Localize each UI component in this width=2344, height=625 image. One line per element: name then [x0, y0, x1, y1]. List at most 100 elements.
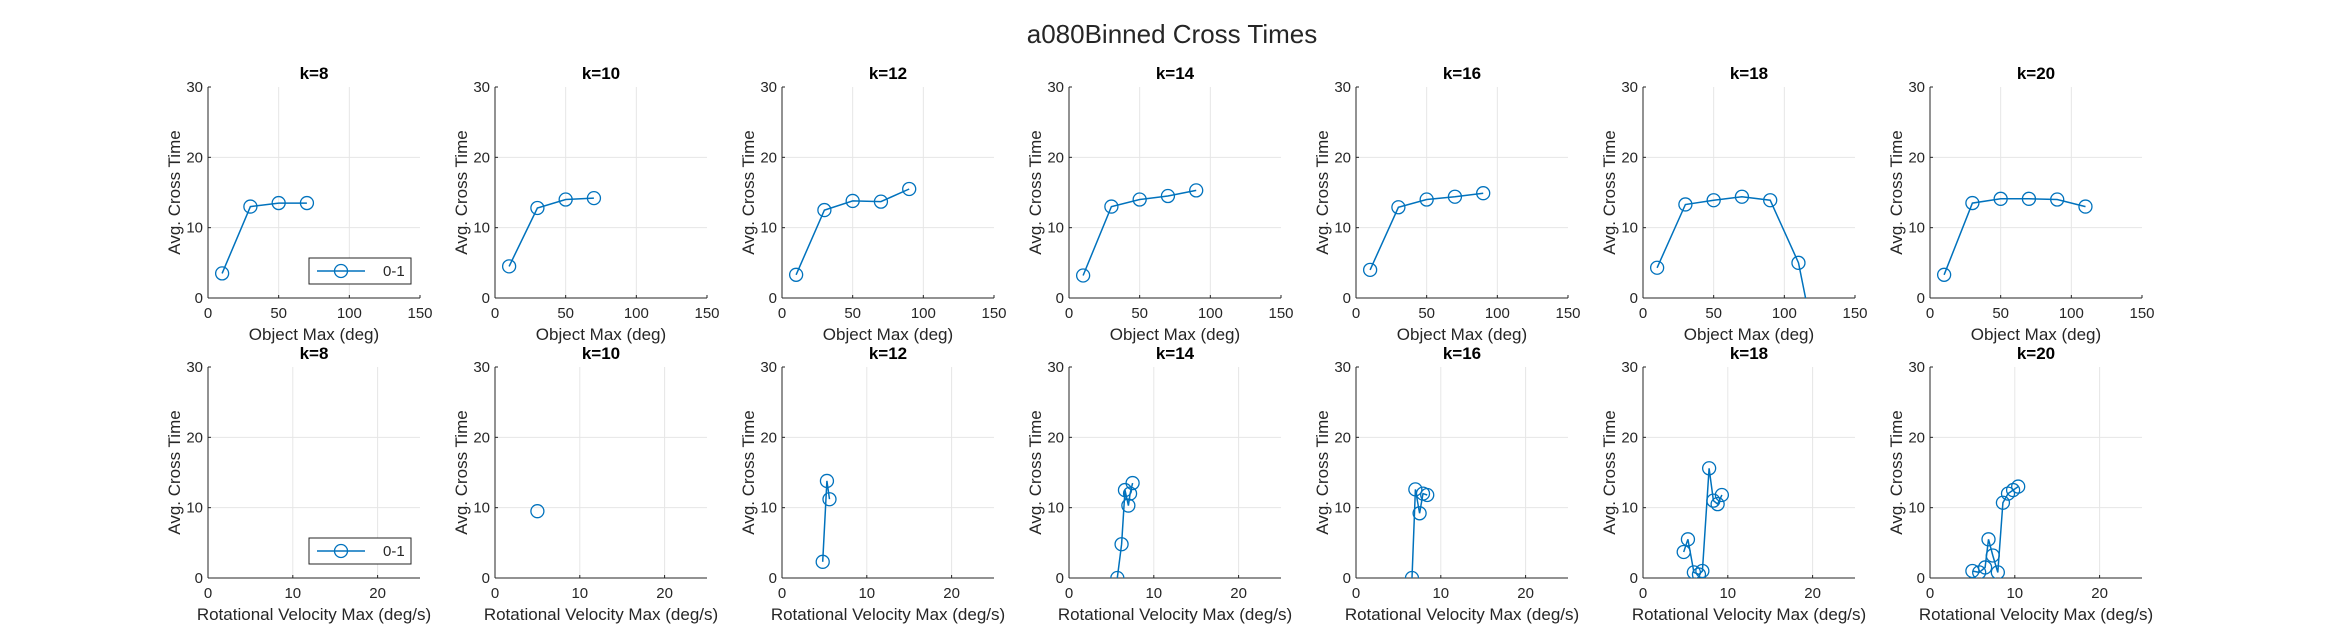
y-tick-label: 20: [1334, 149, 1351, 166]
subplot-object-k8: 0 50 100 150 0 10 20 30 Object Max (deg) Avg. Cro…: [165, 64, 433, 344]
data-point: [1763, 193, 1778, 208]
y-tick-label: 30: [186, 359, 203, 376]
subplot-title: k=14: [1156, 64, 1195, 83]
subplot-rotational-k20: 0 10 20 0 10 20 30 Rotational Velocity Max (deg…: [1887, 344, 2153, 624]
x-tick-label: 0: [1639, 305, 1647, 322]
data-point: [1680, 532, 1696, 547]
x-tick-label: 0: [1065, 305, 1073, 322]
x-tick-label: 100: [1772, 305, 1797, 322]
data-point: [1420, 487, 1435, 503]
x-tick-label: 50: [1418, 305, 1435, 322]
data-point: [1678, 197, 1693, 212]
y-tick-label: 0: [1630, 570, 1638, 587]
series-line: [1369, 192, 1484, 271]
x-axis-label: Rotational Velocity Max (deg/s): [1058, 605, 1292, 624]
subplot-title: k=12: [869, 344, 907, 363]
data-point: [1714, 487, 1730, 503]
y-tick-label: 30: [760, 359, 777, 376]
y-tick-label: 0: [1917, 290, 1925, 307]
data-point: [1412, 506, 1427, 521]
y-tick-label: 0: [1343, 290, 1351, 307]
x-tick-label: 10: [1432, 585, 1449, 602]
data-point: [1189, 183, 1204, 198]
data-point: [1391, 200, 1406, 215]
y-tick-label: 0: [482, 570, 490, 587]
y-axis-label: Avg. Cross Time: [165, 130, 184, 254]
x-tick-label: 150: [2129, 305, 2154, 322]
x-tick-label: 0: [204, 305, 212, 322]
x-axis-label: Object Max (deg): [249, 325, 379, 344]
subplot-rotational-k18: 0 10 20 0 10 20 30 Rotational Velocity Max (deg…: [1600, 344, 1866, 624]
subplot-object-k12: 0 50 100 150 0 10 20 30 Object Max (deg) Avg. Cro…: [739, 64, 1007, 344]
data-point: [1649, 260, 1665, 275]
data-point: [788, 267, 804, 282]
data-point: [1791, 255, 1806, 270]
series-line: [1411, 489, 1428, 578]
y-tick-label: 20: [1908, 149, 1925, 166]
x-tick-label: 20: [1804, 585, 1821, 602]
data-point: [2078, 199, 2093, 214]
series-line: [508, 197, 594, 267]
data-point: [1676, 544, 1691, 560]
subplot-object-k20: 0 50 100 150 0 10 20 30 Object Max (deg) Avg. Cro…: [1887, 64, 2155, 344]
subplot-rotational-k8: 0 10 20 0 10 20 30 Rotational Velocity Max (deg…: [165, 344, 431, 624]
y-tick-label: 0: [1917, 570, 1925, 587]
x-tick-label: 0: [1065, 585, 1073, 602]
series-group: [1936, 191, 2093, 282]
y-tick-label: 10: [1908, 500, 1925, 517]
y-axis-label: Avg. Cross Time: [739, 410, 758, 534]
series-group: [1362, 186, 1491, 278]
y-tick-label: 0: [769, 290, 777, 307]
y-tick-label: 30: [1334, 359, 1351, 376]
y-tick-label: 20: [760, 149, 777, 166]
x-axis-label: Object Max (deg): [1110, 325, 1240, 344]
data-point: [902, 181, 917, 197]
legend: 0-1: [308, 537, 412, 565]
x-axis-label: Rotational Velocity Max (deg/s): [1345, 605, 1579, 624]
y-tick-label: 10: [1334, 220, 1351, 237]
y-tick-label: 10: [1047, 500, 1064, 517]
series-group: [788, 181, 917, 282]
y-tick-label: 20: [473, 149, 490, 166]
series-line: [1656, 195, 1807, 298]
data-point: [271, 195, 286, 211]
x-tick-label: 10: [1719, 585, 1736, 602]
legend-marker: [333, 263, 349, 279]
data-point: [1075, 268, 1091, 283]
data-point: [1121, 498, 1136, 513]
subplot-object-k16: 0 50 100 150 0 10 20 30 Object Max (deg) Avg. Cro…: [1313, 64, 1581, 344]
plot-area: [1930, 87, 2142, 298]
y-tick-label: 20: [186, 149, 203, 166]
data-point: [558, 192, 573, 207]
y-tick-label: 10: [760, 500, 777, 517]
data-point: [873, 194, 889, 209]
data-point: [1408, 482, 1423, 497]
data-point: [1965, 195, 1980, 211]
x-tick-label: 50: [1992, 305, 2009, 322]
x-axis-label: Object Max (deg): [823, 325, 953, 344]
series-group: [815, 473, 837, 569]
x-axis-label: Rotational Velocity Max (deg/s): [771, 605, 1005, 624]
plot-area: [1069, 367, 1281, 578]
y-axis-label: Avg. Cross Time: [1600, 410, 1619, 534]
x-tick-label: 50: [844, 305, 861, 322]
data-point: [2050, 192, 2065, 207]
y-tick-label: 30: [473, 79, 490, 96]
series-line: [795, 188, 910, 276]
x-tick-label: 0: [1352, 305, 1360, 322]
y-axis-label: Avg. Cross Time: [1313, 410, 1332, 534]
y-tick-label: 20: [1621, 149, 1638, 166]
subplot-object-k14: 0 50 100 150 0 10 20 30 Object Max (deg) Avg. Cro…: [1026, 64, 1294, 344]
data-point: [845, 193, 860, 209]
y-tick-label: 10: [1047, 220, 1064, 237]
y-tick-label: 30: [186, 79, 203, 96]
y-axis-label: Avg. Cross Time: [1887, 130, 1906, 254]
series-group: [214, 195, 315, 281]
data-point: [1110, 570, 1125, 578]
y-tick-label: 0: [195, 290, 203, 307]
y-axis-label: Avg. Cross Time: [1313, 130, 1332, 254]
data-point: [1691, 567, 1707, 578]
data-point: [1734, 189, 1750, 204]
